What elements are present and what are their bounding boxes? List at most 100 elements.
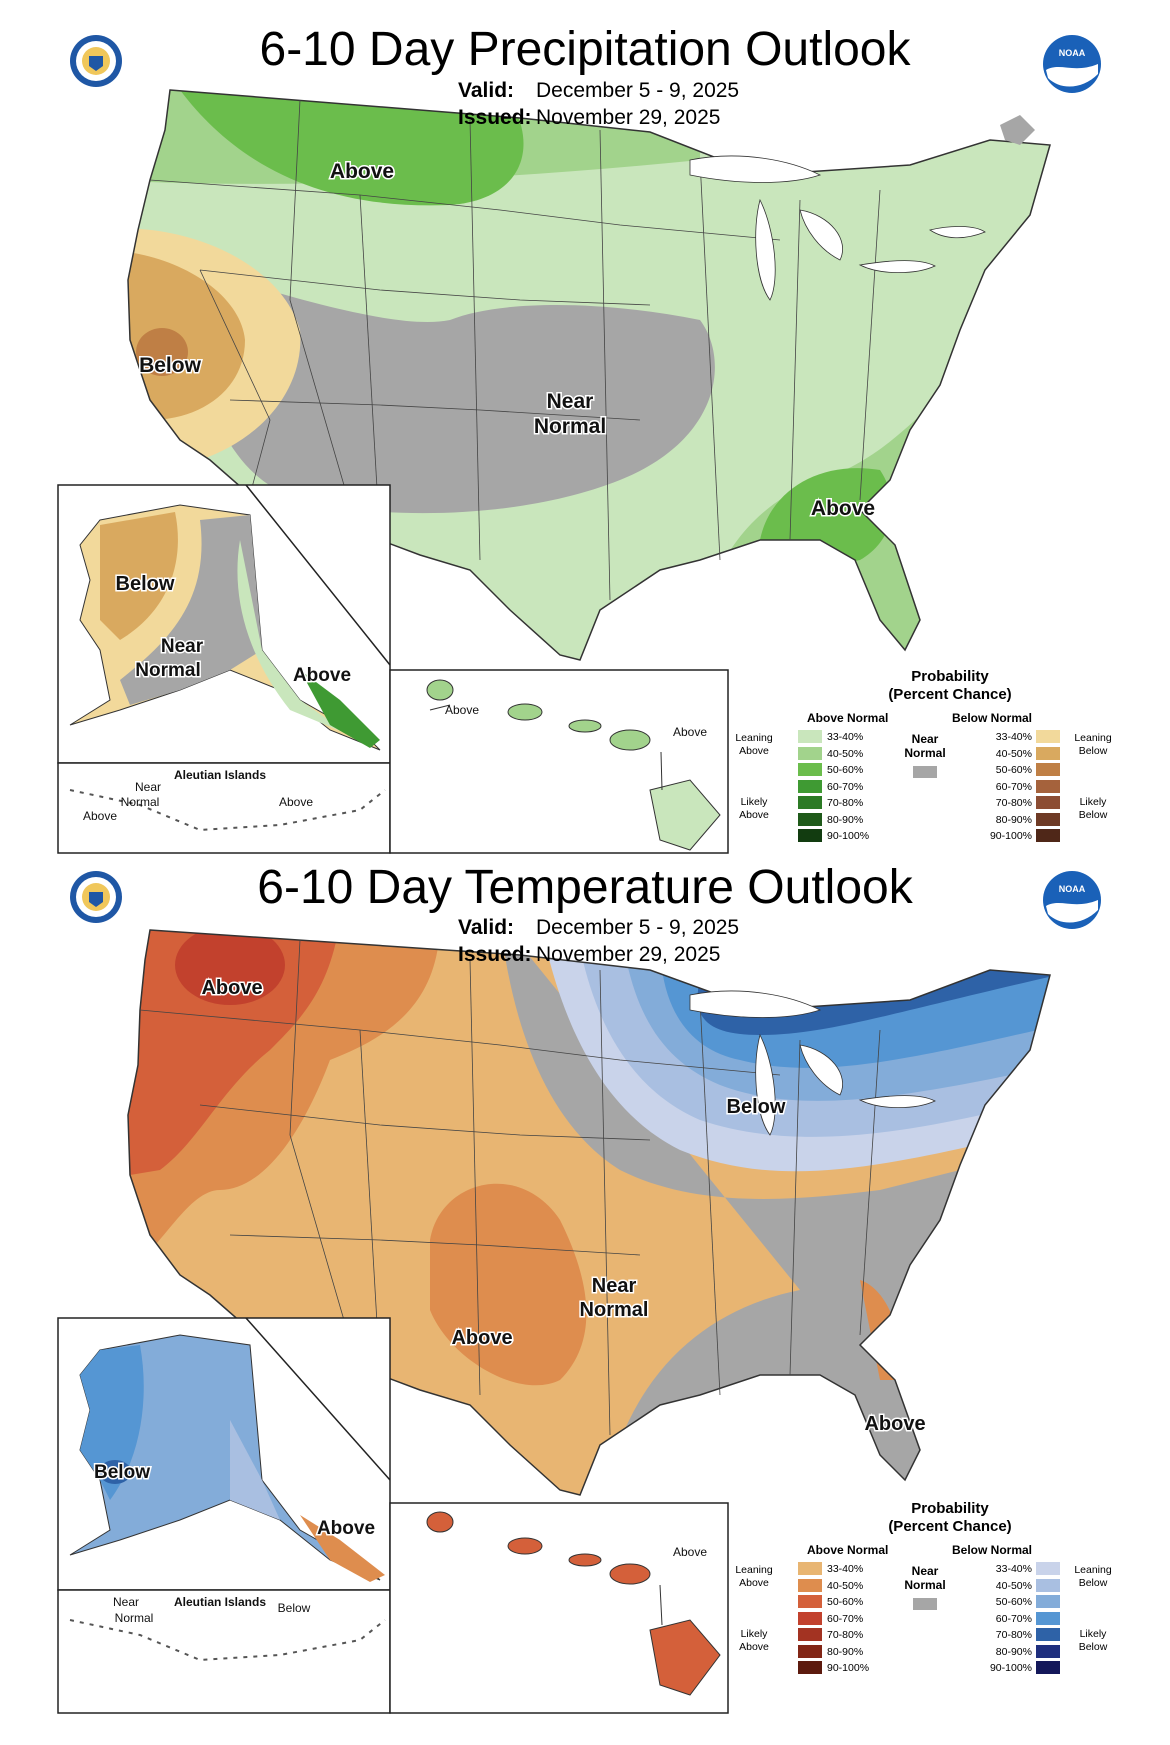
legend-above-swatch [798, 746, 822, 760]
precip-aleutian-above-west: Above [83, 809, 117, 823]
precip-issued-value: November 29, 2025 [536, 106, 721, 129]
legend-above-range: 40-50% [827, 1579, 864, 1592]
legend-above-range: 80-90% [827, 1645, 864, 1658]
doc-seal-logo [70, 35, 122, 87]
legend-below-range: 80-90% [995, 813, 1032, 826]
legend-above-range: 60-70% [827, 1612, 864, 1625]
temperature-outlook-panel: Above Below Near Normal Above Above Belo… [0, 860, 1170, 1745]
precip-maine-near-normal [1000, 115, 1035, 145]
hawaii-islands [426, 679, 721, 851]
precip-aleutian-near1: Near [135, 780, 161, 794]
precip-hawaii-above-east: Above [673, 725, 707, 739]
legend-below-swatch [1036, 1661, 1060, 1674]
legend-title-line1: Probability [911, 1500, 989, 1517]
temp-alaska-label-below: Below [94, 1462, 150, 1483]
temp-label-above-florida: Above [864, 1413, 925, 1435]
temp-legend: Probability (Percent Chance) Above Norma… [730, 1500, 1120, 1680]
legend-leaning-below: Leaning Below [1074, 1564, 1112, 1589]
legend-below-range: 33-40% [995, 731, 1032, 743]
precip-aleutian-title: Aleutian Islands [174, 768, 266, 782]
legend-near-line2: Normal [904, 746, 946, 760]
precip-alaska-label-above: Above [293, 665, 351, 686]
temp-issued-value: November 29, 2025 [536, 943, 721, 966]
legend-below-range: 33-40% [995, 1563, 1032, 1575]
state-borders-temp [139, 939, 881, 1436]
legend-above-swatch [798, 730, 822, 743]
svg-text:NOAA: NOAA [1059, 48, 1086, 58]
precip-alaska-label-below: Below [116, 573, 175, 595]
legend-above-range: 33-40% [827, 731, 864, 743]
legend-above-swatch [798, 1661, 822, 1674]
legend-below-range: 60-70% [995, 780, 1032, 793]
doc-seal-logo-temp [70, 871, 122, 923]
legend-above-swatch [798, 1562, 822, 1575]
legend-above-range: 33-40% [827, 1563, 864, 1575]
temp-alaska-60-70 [80, 1345, 144, 1500]
temp-alaska-label-above: Above [317, 1518, 375, 1539]
legend-below-swatch [1036, 730, 1060, 743]
great-lakes [689, 155, 986, 301]
precip-label-above-northwest: Above [330, 160, 394, 183]
legend-likely-below: Likely Below [1078, 796, 1108, 821]
precip-alaska-label-near1: Near [161, 636, 204, 657]
aleutian-inset-box-temp [57, 1589, 391, 1714]
temp-aleutian-near1: Near [113, 1595, 139, 1609]
legend-likely-above: Likely Above [739, 796, 769, 821]
legend-below-range: 60-70% [995, 1612, 1032, 1625]
legend-above-range: 90-100% [827, 830, 870, 842]
legend-near-normal: Near Normal [895, 732, 955, 760]
precip-california-50-60 [136, 328, 188, 376]
temp-label-above-northwest: Above [201, 977, 262, 999]
aleutian-chain-temp [69, 1619, 386, 1662]
legend-below-swatch [1036, 1628, 1060, 1641]
precip-alaska-label-near2: Normal [135, 660, 200, 681]
precip-alaska-panhandle [300, 670, 380, 748]
temp-alaska-panhandle-above [300, 1515, 385, 1582]
temperature-map: Above Below Near Normal Above Above Belo… [57, 929, 1051, 1714]
legend-title-line2: (Percent Chance) [888, 686, 1012, 703]
state-borders [149, 99, 881, 601]
legend-below-range: 70-80% [995, 797, 1032, 809]
legend-above-swatch [798, 763, 822, 776]
precip-aleutian-above-east: Above [279, 795, 313, 809]
legend-near-normal-swatch [913, 766, 937, 778]
legend-below-range: 90-100% [989, 1662, 1032, 1674]
legend-above-swatch [798, 1644, 822, 1658]
precip-valid-label: Valid: [458, 79, 515, 102]
precip-label-near-line1: Near [547, 390, 594, 413]
legend-leaning-above: Leaning Above [735, 1564, 773, 1589]
conus-outline [127, 89, 1051, 661]
precip-legend-title: Probability (Percent Chance) [850, 668, 1050, 704]
legend-below-normal-head: Below Normal [952, 711, 1033, 725]
precipitation-map: Above Below Near Normal Above Below Near… [57, 89, 1051, 854]
temp-title: 6-10 Day Temperature Outlook [257, 861, 913, 914]
hawaii-islands-temp [426, 1511, 721, 1696]
legend-title-line1: Probability [911, 668, 989, 685]
precip-alaska-40-50 [100, 512, 178, 640]
temp-hawaii-above: Above [673, 1545, 707, 1559]
legend-near-normal: Near Normal [895, 1564, 955, 1592]
legend-below-swatch [1036, 1595, 1060, 1608]
legend-likely-below: Likely Below [1078, 1628, 1108, 1653]
precip-dates: Valid: December 5 - 9, 2025 Issued: Novemb… [458, 77, 739, 131]
legend-below-range: 50-60% [995, 1596, 1032, 1608]
precip-title: 6-10 Day Precipitation Outlook [259, 23, 911, 76]
temp-label-below-great-lakes: Below [727, 1096, 786, 1118]
legend-below-swatch [1036, 796, 1060, 809]
legend-above-swatch [798, 796, 822, 809]
legend-above-range: 50-60% [827, 764, 864, 776]
precip-label-above-southeast: Above [811, 497, 875, 520]
temp-dates: Valid: December 5 - 9, 2025 Issued: Novemb… [458, 914, 739, 968]
legend-above-swatch [798, 812, 822, 826]
legend-below-swatch [1036, 763, 1060, 776]
temp-texas-40-50 [430, 1183, 587, 1386]
legend-near-normal-swatch [913, 1598, 937, 1610]
legend-below-normal-head: Below Normal [952, 1543, 1033, 1557]
legend-above-range: 40-50% [827, 747, 864, 760]
legend-leaning-below: Leaning Below [1074, 732, 1112, 757]
legend-above-normal-head: Above Normal [807, 711, 889, 725]
noaa-logo-temp: NOAA [1043, 871, 1101, 929]
legend-near-line2: Normal [904, 1578, 946, 1592]
legend-below-swatch [1036, 1578, 1060, 1592]
legend-above-swatch [798, 779, 822, 793]
